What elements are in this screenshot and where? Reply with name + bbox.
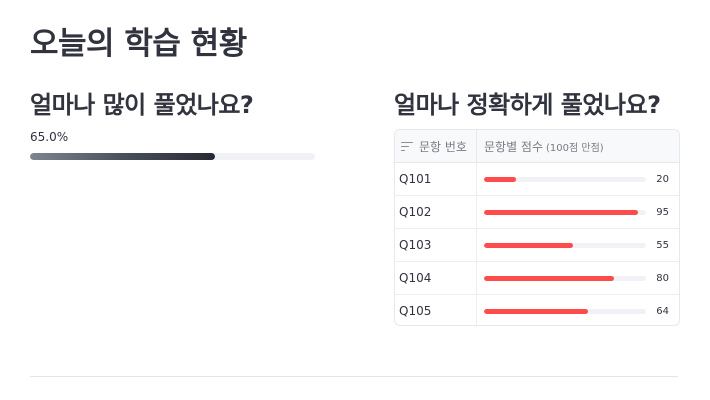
question-id-cell: Q102 xyxy=(395,196,477,228)
score-table[interactable]: 문항 번호 문항별 점수 (100점 만점) Q101 20 Q102 95 Q103 5… xyxy=(394,129,680,326)
table-row[interactable]: Q102 95 xyxy=(395,196,679,229)
score-bar-fill xyxy=(484,210,638,215)
table-row[interactable]: Q104 80 xyxy=(395,262,679,295)
score-value: 20 xyxy=(656,174,669,185)
score-bar-fill xyxy=(484,309,588,314)
question-id-cell: Q104 xyxy=(395,262,477,294)
score-bar xyxy=(484,177,646,182)
question-id-cell: Q101 xyxy=(395,163,477,195)
score-bar xyxy=(484,243,646,248)
score-bar xyxy=(484,210,646,215)
page-title: 오늘의 학습 현황 xyxy=(30,18,247,63)
progress-bar-fill xyxy=(30,153,215,160)
score-cell: 64 xyxy=(477,295,679,326)
table-row[interactable]: Q103 55 xyxy=(395,229,679,262)
score-bar-fill xyxy=(484,276,614,281)
divider xyxy=(30,376,678,377)
table-body: Q101 20 Q102 95 Q103 55 Q104 80 Q105 64 xyxy=(395,163,679,326)
score-value: 80 xyxy=(656,273,669,284)
score-cell: 80 xyxy=(477,262,679,294)
column-header-score-note: (100점 만점) xyxy=(546,139,604,154)
question-id-cell: Q103 xyxy=(395,229,477,261)
column-header-question[interactable]: 문항 번호 xyxy=(395,130,477,162)
score-value: 55 xyxy=(656,240,669,251)
progress-bar xyxy=(30,153,315,160)
column-header-question-label: 문항 번호 xyxy=(419,138,467,155)
score-bar xyxy=(484,276,646,281)
score-value: 95 xyxy=(656,207,669,218)
progress-label: 65.0% xyxy=(30,130,68,144)
table-row[interactable]: Q101 20 xyxy=(395,163,679,196)
sort-lines-icon[interactable] xyxy=(401,141,414,152)
column-header-score-label: 문항별 점수 xyxy=(484,138,543,155)
score-cell: 95 xyxy=(477,196,679,228)
score-value: 64 xyxy=(656,306,669,317)
progress-heading: 얼마나 많이 풀었나요? xyxy=(30,85,253,120)
score-bar xyxy=(484,309,646,314)
table-header: 문항 번호 문항별 점수 (100점 만점) xyxy=(395,130,679,163)
table-row[interactable]: Q105 64 xyxy=(395,295,679,326)
score-bar-fill xyxy=(484,177,516,182)
question-id-cell: Q105 xyxy=(395,295,477,326)
score-bar-fill xyxy=(484,243,573,248)
accuracy-heading: 얼마나 정확하게 풀었나요? xyxy=(394,85,661,120)
column-header-score[interactable]: 문항별 점수 (100점 만점) xyxy=(477,130,679,162)
score-cell: 20 xyxy=(477,163,679,195)
score-cell: 55 xyxy=(477,229,679,261)
